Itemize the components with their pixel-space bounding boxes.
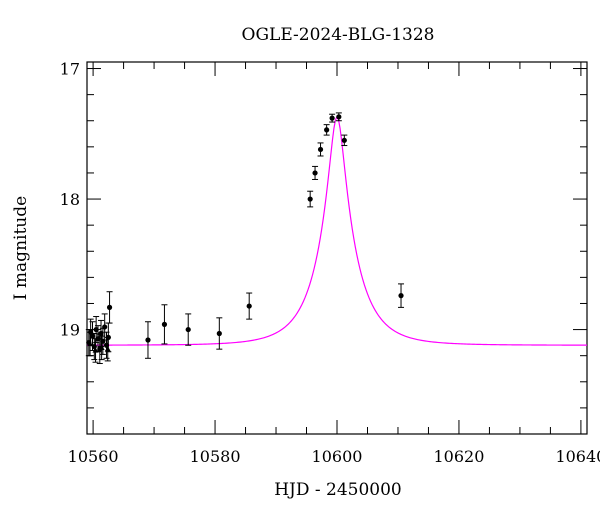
data-point: [317, 146, 324, 153]
data-point-triangle: [87, 340, 94, 347]
data-point: [398, 293, 404, 299]
data-point: [329, 115, 335, 121]
x-tick-label: 10620: [433, 447, 484, 466]
data-points: [85, 112, 405, 365]
model-curve: [86, 115, 588, 346]
x-tick-label: 10600: [312, 447, 363, 466]
data-point: [185, 326, 191, 333]
data-point: [216, 330, 222, 337]
y-tick-label: 17: [60, 60, 80, 79]
data-point: [106, 304, 113, 310]
y-tick-label: 18: [60, 190, 80, 209]
x-axis-label: HJD - 2450000: [274, 480, 402, 500]
data-point: [93, 326, 99, 333]
data-point: [89, 333, 96, 339]
data-point: [161, 321, 168, 327]
data-point: [312, 170, 318, 176]
data-point: [307, 196, 313, 202]
axis-ticks: [87, 62, 587, 435]
data-point-triangle: [98, 344, 105, 351]
y-axis-label: I magnitude: [11, 196, 31, 300]
data-point-triangle: [92, 347, 99, 353]
data-point: [98, 330, 104, 337]
data-point: [341, 137, 347, 143]
data-point: [102, 324, 108, 330]
x-tick-label: 10640: [555, 447, 600, 466]
data-point: [336, 114, 342, 120]
x-tick-label: 10580: [190, 447, 241, 466]
data-point: [324, 127, 330, 133]
tick-labels: 10560 10580 10600 10620 10640 17 18 19: [60, 60, 600, 466]
data-point: [145, 337, 151, 343]
data-point: [246, 303, 252, 309]
y-tick-label: 19: [60, 321, 80, 340]
x-tick-label: 10560: [68, 447, 119, 466]
data-point-triangle: [104, 345, 111, 352]
chart-title: OGLE-2024-BLG-1328: [242, 25, 435, 45]
